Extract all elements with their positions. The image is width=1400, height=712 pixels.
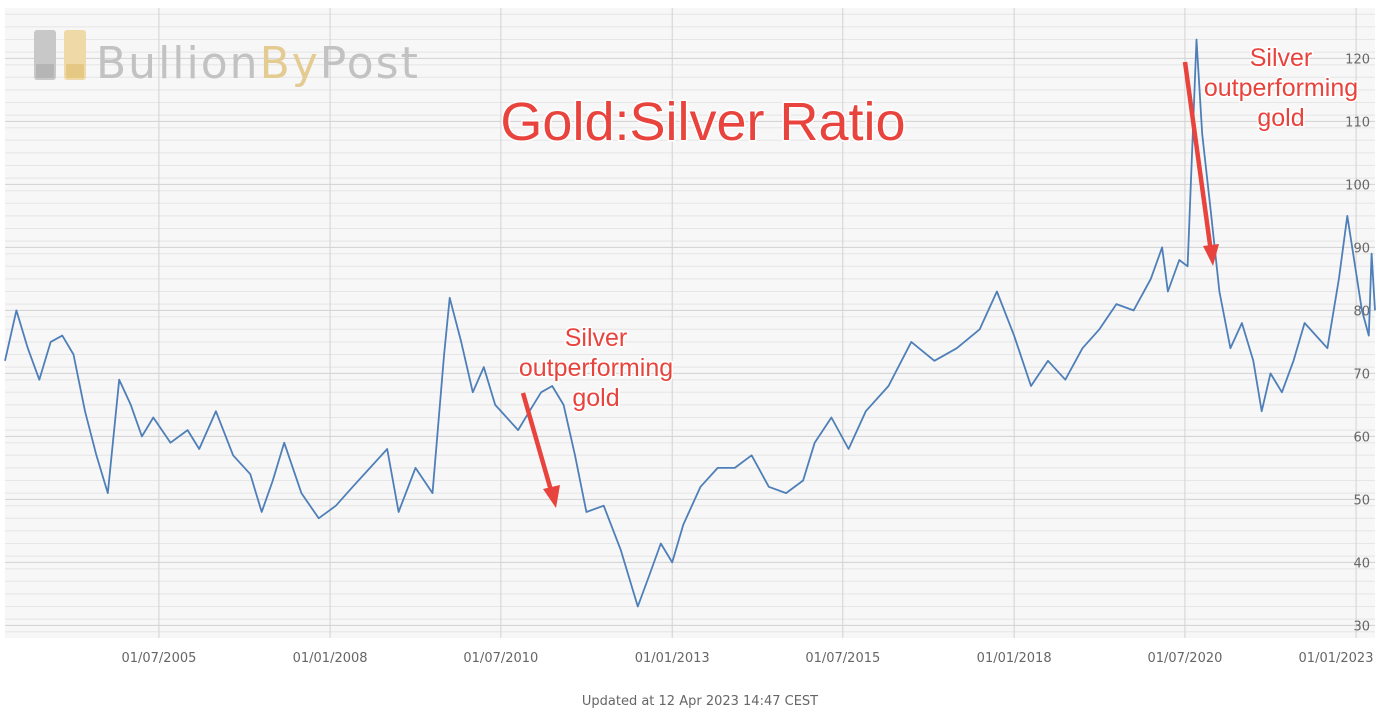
annotation-2011-arrow-head-icon <box>543 485 560 508</box>
annotation-2011: Silver outperforming gold <box>517 323 675 508</box>
x-tick-label: 01/07/2005 <box>121 651 196 666</box>
y-tick-label: 30 <box>1353 619 1370 634</box>
x-tick-label: 01/01/2008 <box>293 651 368 666</box>
x-tick-label: 01/07/2015 <box>805 651 880 666</box>
y-tick-label: 120 <box>1345 52 1370 67</box>
grid <box>5 8 1375 638</box>
annotation-2020-arrow-shaft <box>1182 61 1214 253</box>
y-tick-label: 40 <box>1353 556 1370 571</box>
updated-timestamp: Updated at 12 Apr 2023 14:47 CEST <box>581 694 819 709</box>
chart-title: Gold:Silver Ratio <box>500 92 905 152</box>
x-tick-label: 01/07/2020 <box>1147 651 1222 666</box>
x-axis: 01/07/2005 01/01/2008 01/07/2010 01/01/2013… <box>121 651 1373 666</box>
annotation-2011-line3: gold <box>572 384 619 412</box>
annotation-2011-line2: outperforming <box>519 354 673 382</box>
x-tick-label: 01/07/2010 <box>463 651 538 666</box>
annotation-2011-arrow-shaft <box>520 392 555 495</box>
logo-gold-bar-shade <box>66 64 84 78</box>
logo-text: BullionByPost <box>96 38 420 89</box>
annotation-2020-line2: outperforming <box>1204 74 1358 102</box>
logo-text-part1: Bullion <box>96 38 260 89</box>
annotation-2020-line3: gold <box>1257 104 1304 132</box>
x-tick-label: 01/01/2013 <box>635 651 710 666</box>
plot-area <box>5 8 1375 638</box>
logo-silver-bar-shade <box>36 64 54 78</box>
annotation-2011-line1: Silver <box>565 324 628 352</box>
annotation-2020-line1: Silver <box>1250 44 1313 72</box>
logo: BullionByPost <box>34 30 420 89</box>
series-line <box>4 38 1376 608</box>
x-tick-label: 01/01/2023 <box>1299 651 1374 666</box>
y-tick-label: 70 <box>1353 367 1370 382</box>
y-tick-label: 50 <box>1353 493 1370 508</box>
annotation-2020-arrow-head-icon <box>1203 244 1219 266</box>
x-tick-label: 01/01/2018 <box>977 651 1052 666</box>
annotation-2020: Silver outperforming gold <box>1182 43 1360 266</box>
y-tick-label: 100 <box>1345 178 1370 193</box>
y-tick-label: 60 <box>1353 430 1370 445</box>
y-tick-label: 110 <box>1345 115 1370 130</box>
logo-text-part3: Post <box>320 38 420 89</box>
y-tick-label: 90 <box>1353 241 1370 256</box>
logo-text-part2: By <box>260 38 320 89</box>
